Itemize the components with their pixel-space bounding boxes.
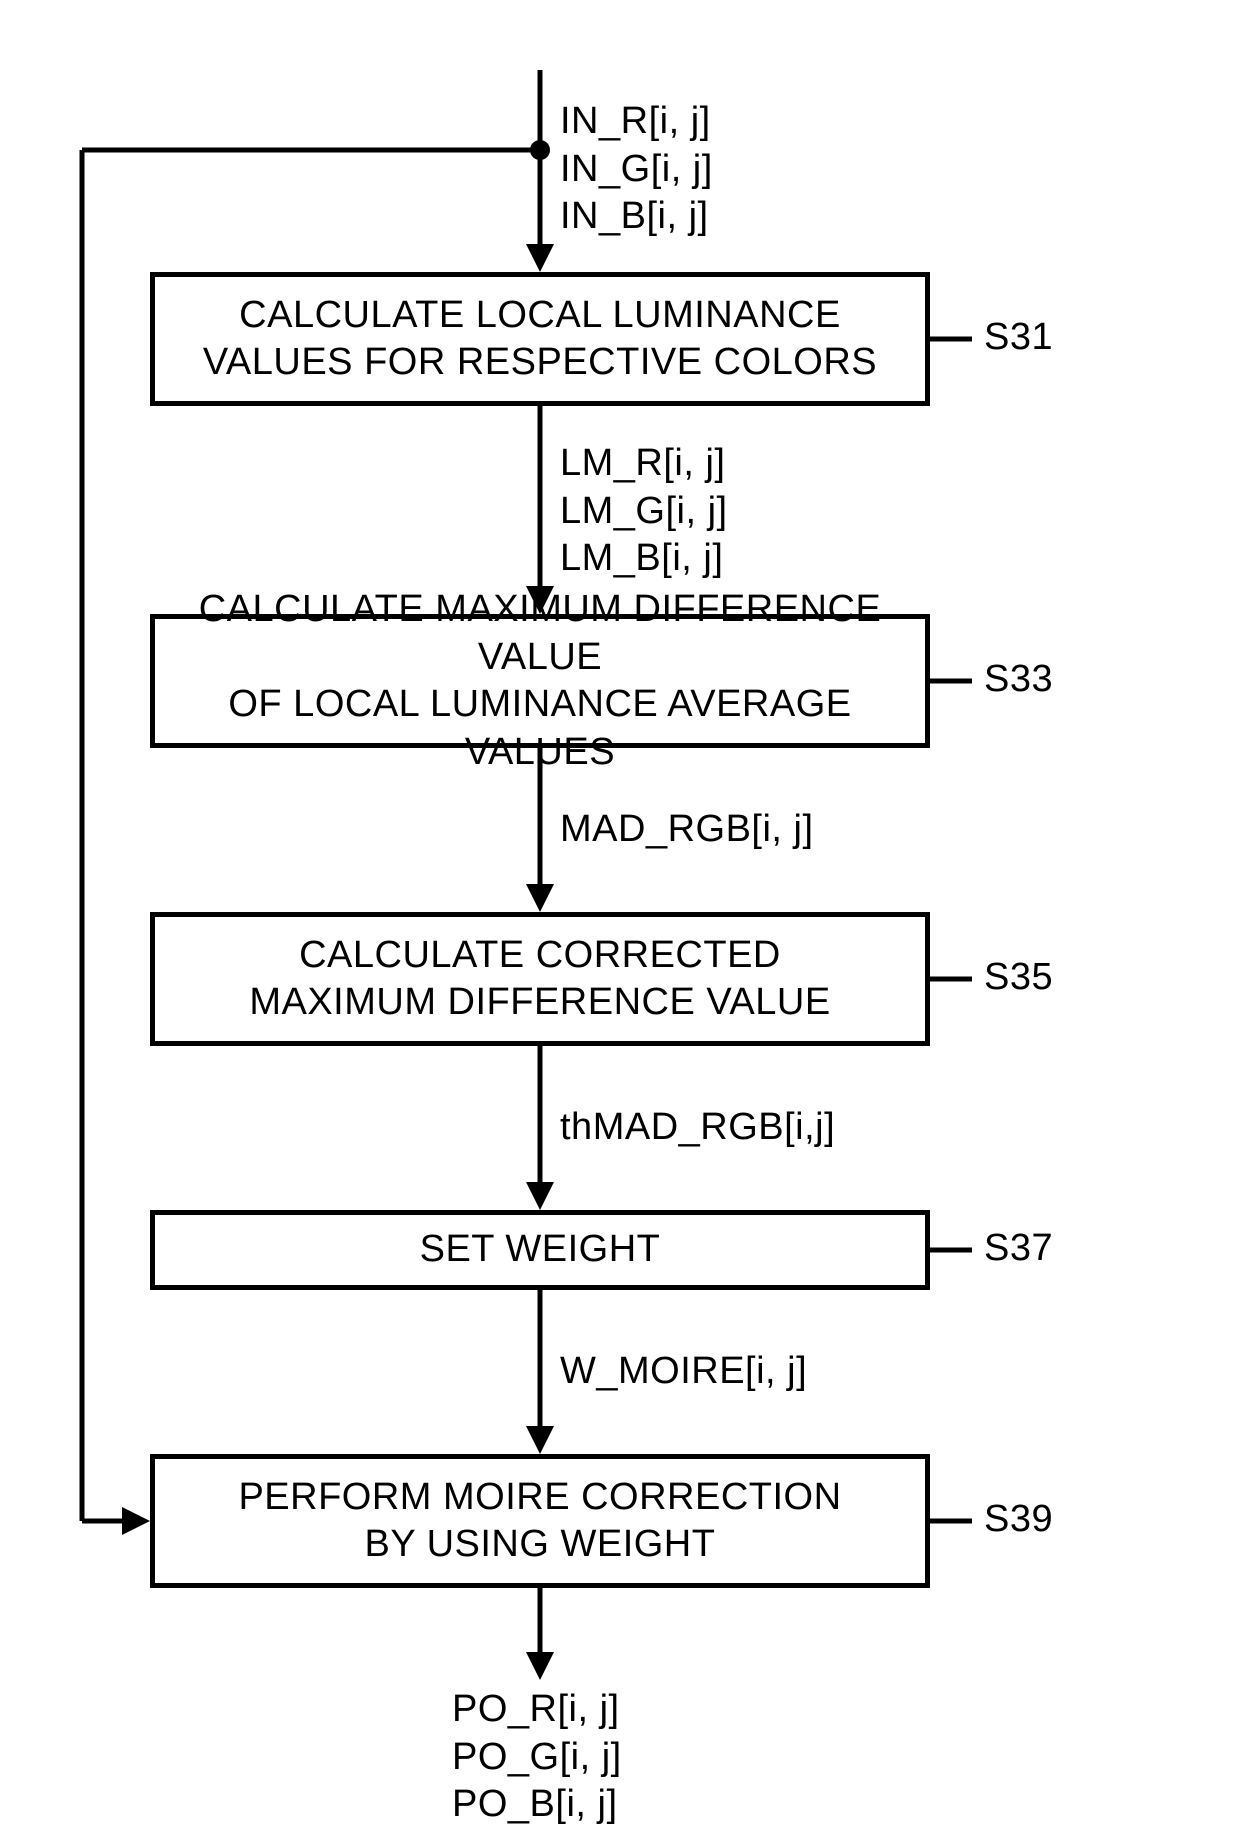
output-label: PO_R[i, j] PO_G[i, j] PO_B[i, j] xyxy=(452,1686,622,1829)
step-label-s39: S39 xyxy=(984,1498,1053,1541)
edge-label-mad: MAD_RGB[i, j] xyxy=(560,806,814,854)
edge-label-lm: LM_R[i, j] LM_G[i, j] LM_B[i, j] xyxy=(560,440,728,583)
flow-box-text: CALCULATE CORRECTED MAXIMUM DIFFERENCE V… xyxy=(249,932,830,1027)
step-label-s31: S31 xyxy=(984,316,1053,359)
flow-box-s35: CALCULATE CORRECTED MAXIMUM DIFFERENCE V… xyxy=(150,912,930,1046)
step-label-s37: S37 xyxy=(984,1227,1053,1270)
edge-label-thmad: thMAD_RGB[i,j] xyxy=(560,1104,835,1152)
step-label-s33: S33 xyxy=(984,658,1053,701)
flow-box-text: PERFORM MOIRE CORRECTION BY USING WEIGHT xyxy=(238,1474,841,1569)
flow-box-s37: SET WEIGHT xyxy=(150,1210,930,1290)
flow-box-s31: CALCULATE LOCAL LUMINANCE VALUES FOR RES… xyxy=(150,272,930,406)
edge-label-wmoire: W_MOIRE[i, j] xyxy=(560,1348,807,1396)
step-label-s35: S35 xyxy=(984,956,1053,999)
flow-box-s39: PERFORM MOIRE CORRECTION BY USING WEIGHT xyxy=(150,1454,930,1588)
flow-box-text: SET WEIGHT xyxy=(420,1226,661,1274)
flow-box-text: CALCULATE LOCAL LUMINANCE VALUES FOR RES… xyxy=(203,292,877,387)
flow-box-s33: CALCULATE MAXIMUM DIFFERENCE VALUE OF LO… xyxy=(150,614,930,748)
flow-box-text: CALCULATE MAXIMUM DIFFERENCE VALUE OF LO… xyxy=(175,586,905,776)
edge-label-in: IN_R[i, j] IN_G[i, j] IN_B[i, j] xyxy=(560,98,713,241)
